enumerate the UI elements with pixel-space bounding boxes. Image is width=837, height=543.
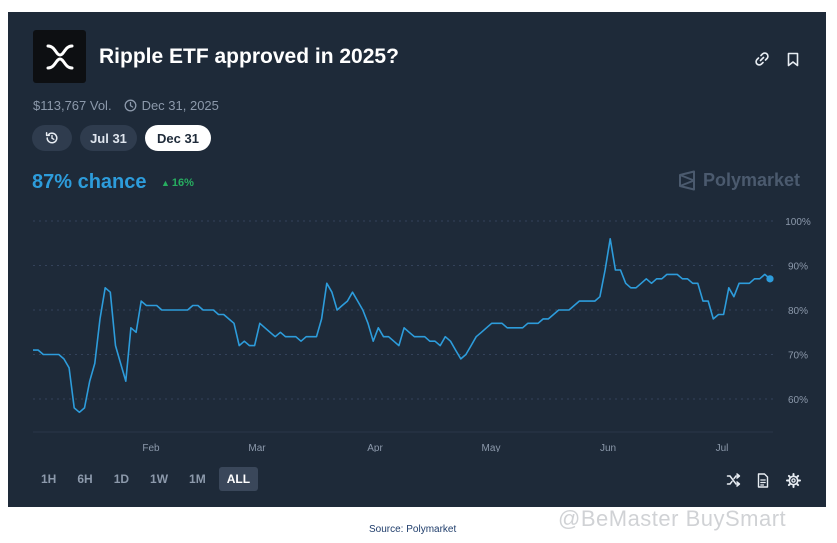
link-icon[interactable] (753, 50, 771, 68)
x-tick-label: Mar (248, 443, 266, 452)
range-1d[interactable]: 1D (113, 472, 130, 486)
x-tick-label: Jul (716, 443, 729, 452)
market-title: Ripple ETF approved in 2025? (99, 45, 399, 68)
polymarket-watermark: Polymarket (678, 170, 800, 191)
history-icon (45, 132, 58, 144)
range-6h[interactable]: 6H (77, 472, 93, 486)
polymarket-logo-icon (679, 170, 695, 191)
range-1h[interactable]: 1H (41, 472, 57, 486)
volume-text: $113,767 Vol. (33, 98, 112, 113)
shuffle-icon[interactable] (724, 471, 742, 489)
document-icon[interactable] (754, 471, 772, 489)
market-meta: $113,767 Vol. Dec 31, 2025 (33, 98, 219, 113)
x-tick-label: Apr (367, 443, 383, 452)
x-axis: Feb Mar Apr May Jun Jul (33, 431, 773, 452)
y-tick-label: 80% (788, 306, 808, 317)
delta-value: 16% (171, 177, 194, 189)
time-range-selector: 1H 6H 1D 1W 1M ALL (33, 467, 263, 491)
series-end-point (766, 275, 774, 283)
chance-delta: ▲ 16% (161, 177, 194, 189)
brand-name: Polymarket (703, 170, 801, 190)
chart-grid (33, 220, 773, 400)
gear-icon[interactable] (784, 471, 802, 489)
range-1m[interactable]: 1M (189, 472, 206, 486)
chance-series-line (33, 238, 771, 414)
y-tick-label: 60% (788, 395, 808, 406)
history-button[interactable] (32, 125, 72, 151)
range-1w[interactable]: 1W (150, 472, 169, 486)
x-tick-label: Feb (142, 443, 160, 452)
watermark-text: @BeMaster BuySmart (558, 506, 787, 531)
y-tick-label: 100% (785, 217, 811, 228)
end-date-text: Dec 31, 2025 (141, 98, 219, 113)
xrp-logo (33, 30, 86, 83)
range-all[interactable]: ALL (218, 467, 259, 491)
market-card: Ripple ETF approved in 2025? $113,767 Vo… (8, 12, 826, 507)
price-chart: 100% 90% 80% 70% 60% Feb Mar Apr May Jun Jul (33, 217, 811, 452)
date-pill-dec31[interactable]: Dec 31 (145, 125, 211, 151)
y-tick-label: 90% (788, 262, 808, 273)
x-tick-label: Jun (600, 443, 616, 452)
up-triangle-icon: ▲ (161, 178, 170, 188)
bookmark-icon[interactable] (784, 50, 802, 68)
y-tick-label: 70% (788, 351, 808, 362)
xrp-icon (46, 44, 73, 69)
clock-icon (124, 99, 137, 112)
chance-text: 87% chance (32, 171, 147, 193)
x-tick-label: May (482, 443, 501, 452)
source-caption: Source: Polymarket (369, 524, 457, 535)
y-axis: 100% 90% 80% 70% 60% (785, 217, 811, 406)
date-pill-jul31[interactable]: Jul 31 (80, 125, 137, 151)
